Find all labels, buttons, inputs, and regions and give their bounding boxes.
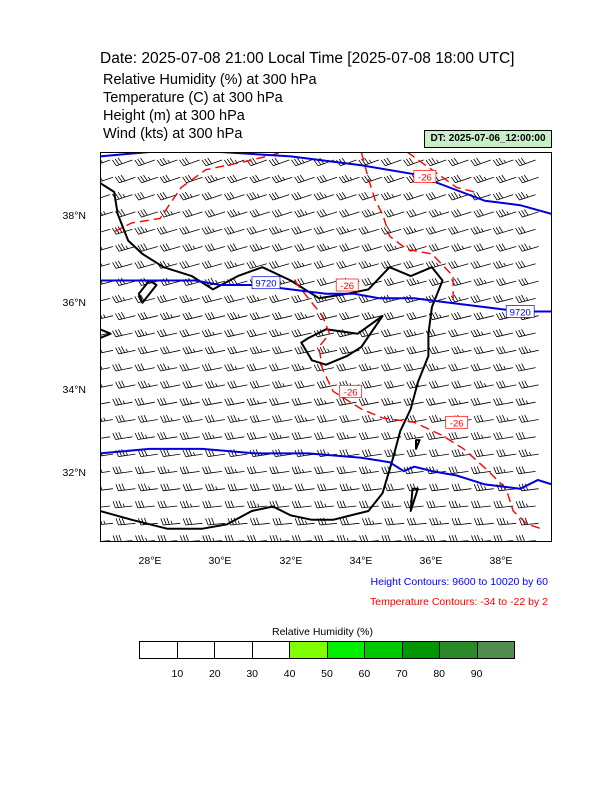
colorbar-cell-2 [215, 642, 253, 658]
temperature-contour-label-0-box [413, 170, 437, 183]
colorbar-label-90: 90 [470, 668, 483, 680]
height-contour-9720 [100, 279, 552, 313]
lon-tick-34: 34°E [349, 555, 373, 567]
temperature-contour-2 [406, 152, 475, 193]
temperature-contour-label-3-box [445, 415, 469, 429]
temperature-contour-label-0: -26 [418, 172, 432, 183]
field-temperature-label: Temperature (C) at 300 hPa [103, 90, 283, 106]
lat-tick-34: 34°N [62, 384, 86, 396]
height-contour-9660 [100, 152, 552, 215]
temperature-contour-label-1: -26 [340, 281, 354, 292]
lon-tick-32: 32°E [279, 555, 303, 567]
colorbar-label-80: 80 [433, 668, 446, 680]
coastlines [100, 182, 444, 530]
map-title: Date: 2025-07-08 21:00 Local Time [2025-… [100, 50, 515, 67]
coastline-cyprus [300, 315, 384, 366]
map-frame [100, 152, 552, 542]
height-contours [100, 152, 552, 490]
colorbar-cell-0 [140, 642, 178, 658]
temperature-contour-1 [360, 152, 454, 303]
lat-tick-36: 36°N [62, 297, 86, 309]
temperature-contour-label-3: -26 [450, 418, 464, 429]
lon-tick-38: 38°E [489, 555, 513, 567]
temperature-contours [113, 152, 542, 530]
contour-labels: 9720 9720 -26 -26 -26 -26 [251, 170, 535, 429]
coastline-africa [100, 182, 444, 530]
dt-badge: DT: 2025-07-06_12:00:00 [424, 130, 552, 148]
colorbar-cell-5 [327, 642, 365, 658]
colorbar-title: Relative Humidity (%) [272, 626, 373, 638]
lon-tick-30: 30°E [208, 555, 232, 567]
temperature-contour-label-1-box [335, 278, 359, 292]
wind-barb-field [100, 157, 539, 542]
coastline-rhodes [137, 279, 158, 304]
colorbar-label-50: 50 [321, 668, 333, 680]
lat-tick-38: 38°N [62, 210, 86, 222]
height-contour-label-1: 9720 [510, 308, 531, 319]
field-height-label: Height (m) at 300 hPa [103, 108, 245, 124]
height-contour-label-1-box [505, 305, 535, 318]
height-contour-label-0-box [251, 276, 281, 290]
field-wind-label: Wind (kts) at 300 hPa [103, 126, 243, 142]
colorbar-label-60: 60 [358, 668, 371, 680]
temperature-contours-note: Temperature Contours: -34 to -22 by 2 [369, 596, 548, 608]
colorbar-label-40: 40 [283, 668, 296, 680]
colorbar-cell-9 [477, 642, 514, 658]
coastline-dead-sea [409, 487, 419, 512]
height-contour-9780 [100, 447, 552, 490]
weather-map: 9720 9720 -26 -26 -26 -26 [100, 152, 552, 542]
colorbar-label-10: 10 [171, 668, 184, 680]
temperature-contour-3 [293, 280, 542, 530]
height-contour-label-0: 9720 [255, 279, 276, 290]
wind-barbs [100, 157, 539, 542]
colorbar-cell-7 [402, 642, 440, 658]
colorbar-cell-8 [440, 642, 478, 658]
temperature-contour-label-2-box [339, 384, 363, 398]
colorbar [139, 641, 515, 659]
colorbar-cell-4 [290, 642, 328, 658]
colorbar-label-70: 70 [395, 668, 408, 680]
coastline-crete-tip [100, 328, 112, 340]
lat-tick-32: 32°N [62, 467, 86, 479]
temperature-contour-label-2: -26 [344, 387, 358, 398]
height-contours-note: Height Contours: 9600 to 10020 by 60 [370, 576, 548, 588]
colorbar-cell-6 [365, 642, 403, 658]
coastline-lake-tiberias [415, 439, 421, 450]
colorbar-label-30: 30 [246, 668, 259, 680]
colorbar-cell-3 [252, 642, 290, 658]
lon-tick-36: 36°E [419, 555, 443, 567]
colorbar-cell-1 [177, 642, 215, 658]
colorbar-label-20: 20 [208, 668, 221, 680]
field-rh-label: Relative Humidity (%) at 300 hPa [103, 72, 317, 88]
lon-tick-28: 28°E [138, 555, 162, 567]
temperature-contour-0 [113, 152, 284, 233]
